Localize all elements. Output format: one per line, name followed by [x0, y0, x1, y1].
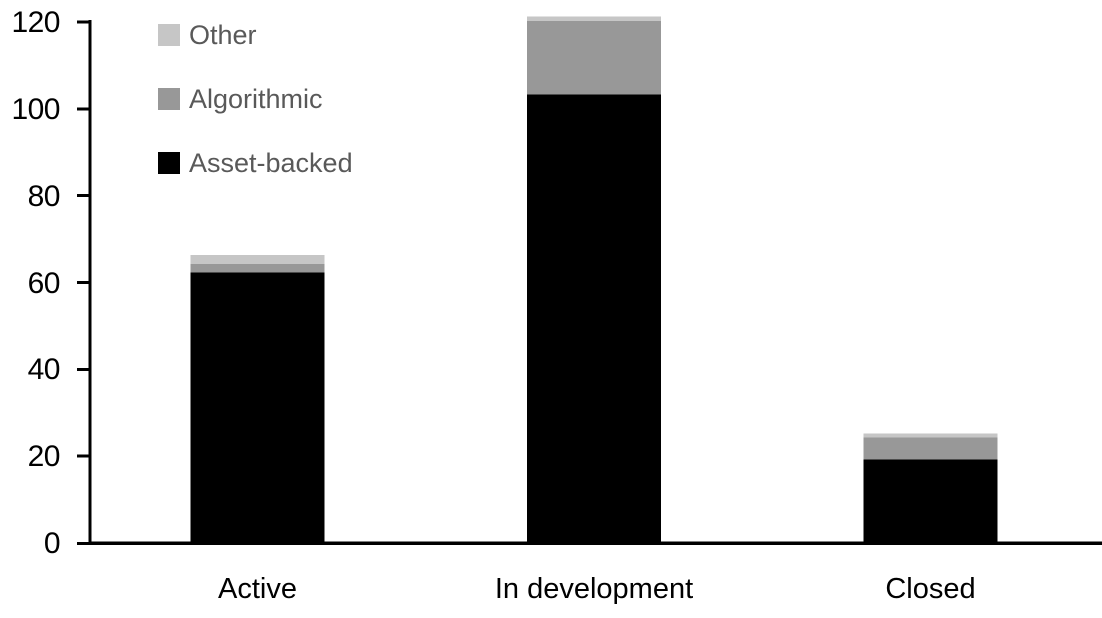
bar-segment-in-development-other	[527, 16, 661, 21]
bar-segment-closed-other	[863, 433, 998, 438]
legend-label-other: Other	[189, 19, 257, 50]
y-tick-label-120: 120	[11, 6, 60, 40]
bar-segment-in-development-asset-backed	[527, 94, 661, 542]
bar-segment-closed-asset-backed	[863, 459, 998, 542]
x-category-label-active: Active	[218, 573, 297, 605]
bar-segment-closed-algorithmic	[863, 437, 998, 460]
axes-group	[77, 20, 1102, 546]
bar-segment-in-development-algorithmic	[527, 20, 661, 95]
y-axis-ticks	[77, 20, 90, 545]
legend-swatch-other-icon	[158, 24, 180, 46]
bar-segment-active-algorithmic	[190, 263, 325, 273]
y-tick-label-20: 20	[27, 440, 61, 474]
legend-label-algorithmic: Algorithmic	[189, 83, 323, 114]
legend-swatch-asset-backed-icon	[158, 152, 180, 174]
legend-item-other: Other	[158, 19, 353, 50]
bar-segment-active-asset-backed	[190, 272, 325, 542]
legend-item-asset-backed: Asset-backed	[158, 147, 353, 178]
y-tick-label-60: 60	[27, 266, 61, 300]
bars-group	[190, 16, 998, 542]
legend-item-algorithmic: Algorithmic	[158, 83, 353, 114]
y-tick-label-40: 40	[27, 353, 61, 387]
x-category-label-in-development: In development	[494, 573, 694, 605]
legend-swatch-algorithmic-icon	[158, 88, 180, 110]
y-tick-label-100: 100	[11, 93, 60, 126]
y-tick-label-80: 80	[27, 179, 61, 213]
chart-legend: Other Algorithmic Asset-backed	[158, 19, 353, 216]
bar-segment-active-other	[190, 255, 325, 264]
y-tick-label-0: 0	[43, 527, 61, 560]
x-category-label-closed: Closed	[885, 573, 976, 605]
legend-label-asset-backed: Asset-backed	[189, 147, 353, 178]
